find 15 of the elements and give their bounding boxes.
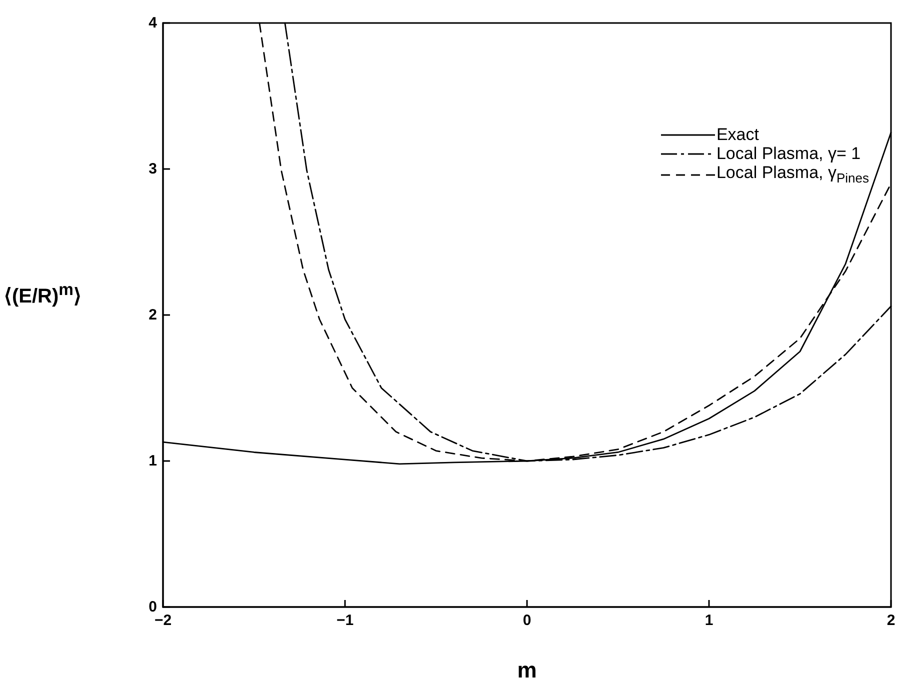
x-tick-label: 0 [522,612,532,629]
x-axis-title: m [517,658,537,682]
y-tick-label: 1 [148,452,157,470]
legend-label: Local Plasma, γ$_{Pines}$ [716,163,869,188]
x-tick-label: 2 [886,612,896,629]
legend-label: Local Plasma, γ= 1 [716,144,861,163]
x-tick-label: −1 [336,612,354,629]
y-tick-label: 2 [148,306,157,324]
legend-label: Exact [716,125,759,144]
y-tick-label: 0 [148,598,157,616]
y-axis-title: ⟨(E/R)$^{m}$⟩ [4,280,82,309]
y-tick-label: 3 [148,160,157,178]
x-tick-label: 1 [704,612,714,629]
y-tick-label: 4 [148,14,158,32]
x-tick-label: −2 [154,612,172,629]
